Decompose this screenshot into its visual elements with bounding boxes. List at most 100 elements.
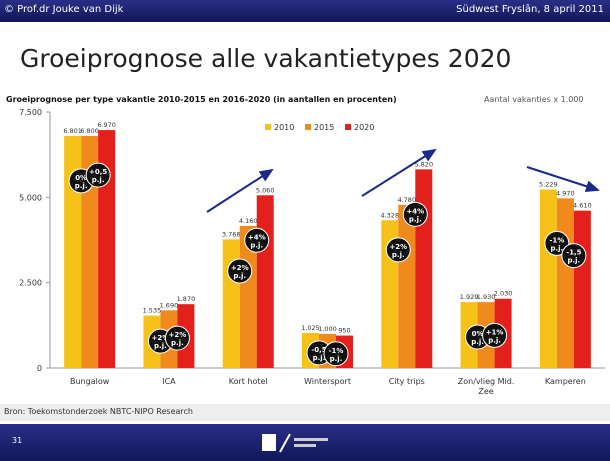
growth-label: +1% bbox=[486, 328, 504, 336]
legend-label: 2010 bbox=[274, 123, 294, 132]
legend-label: 2015 bbox=[314, 123, 334, 132]
growth-label: -0,5 bbox=[311, 346, 326, 354]
growth-label: 0% bbox=[75, 174, 87, 182]
x-tick-label: Wintersport bbox=[304, 377, 351, 386]
header-bar: © Prof.dr Jouke van Dijk Südwest Fryslân… bbox=[0, 0, 610, 22]
value-label: 6.800 bbox=[80, 127, 99, 135]
y-tick-label: 0 bbox=[37, 364, 42, 373]
bar bbox=[98, 130, 116, 368]
value-label: 6.970 bbox=[97, 121, 116, 129]
x-tick-label: Bungalow bbox=[70, 377, 110, 386]
value-label: 5.820 bbox=[414, 160, 433, 168]
growth-bubble bbox=[402, 201, 428, 227]
value-label: 5.229 bbox=[539, 181, 558, 189]
growth-label: +2% bbox=[169, 331, 187, 339]
growth-bubble bbox=[385, 237, 411, 263]
growth-bubble bbox=[323, 341, 349, 367]
bar bbox=[64, 135, 82, 368]
author: © Prof.dr Jouke van Dijk bbox=[4, 4, 124, 15]
x-tick-label: Zon/vlieg Mid. Zee bbox=[457, 377, 515, 396]
growth-label: p.j. bbox=[488, 336, 501, 344]
growth-bubble bbox=[227, 258, 253, 284]
growth-bubble bbox=[482, 322, 508, 348]
growth-label: -1% bbox=[329, 347, 344, 355]
growth-label: p.j. bbox=[392, 251, 405, 259]
growth-label: p.j. bbox=[409, 215, 422, 223]
event: Südwest Fryslân, 8 april 2011 bbox=[456, 4, 604, 15]
trend-arrow bbox=[361, 148, 437, 197]
legend-swatch bbox=[345, 124, 351, 130]
value-label: 4.610 bbox=[573, 202, 592, 210]
value-label: 3.768 bbox=[222, 230, 241, 238]
growth-label: p.j. bbox=[471, 338, 484, 346]
y-tick-label: 2.500 bbox=[19, 279, 42, 288]
x-tick-label: Kort hotel bbox=[228, 377, 268, 386]
bar bbox=[573, 210, 591, 368]
value-label: 4.970 bbox=[556, 189, 575, 197]
growth-label: p.j. bbox=[233, 272, 246, 280]
bar bbox=[415, 169, 433, 368]
trend-arrow bbox=[206, 168, 274, 213]
growth-label: -1% bbox=[549, 236, 564, 244]
y-tick-label: 7.500 bbox=[19, 108, 42, 117]
growth-label: p.j. bbox=[171, 339, 184, 347]
x-tick-label: Kamperen bbox=[544, 377, 586, 386]
growth-label: +0,5 bbox=[89, 168, 107, 176]
chart-title: Groeiprognose per type vakantie 2010-201… bbox=[6, 95, 397, 104]
value-label: 4.160 bbox=[239, 217, 258, 225]
x-tick-label: ICA bbox=[162, 377, 176, 386]
growth-label: +2% bbox=[389, 243, 407, 251]
growth-label: -1,5 bbox=[566, 249, 581, 257]
slide-title: Groeiprognose alle vakantietypes 2020 bbox=[20, 44, 512, 73]
growth-label: +4% bbox=[248, 233, 266, 241]
growth-label: p.j. bbox=[313, 354, 326, 362]
value-label: 1.870 bbox=[177, 295, 196, 303]
bar bbox=[222, 239, 240, 368]
growth-bubble bbox=[244, 227, 270, 253]
bar bbox=[556, 198, 574, 368]
legend-label: 2020 bbox=[354, 123, 374, 132]
growth-label: p.j. bbox=[92, 176, 105, 184]
source: Bron: Toekomstonderzoek NBTC-NIPO Resear… bbox=[4, 407, 193, 416]
growth-label: p.j. bbox=[330, 355, 343, 363]
growth-label: +2% bbox=[231, 264, 249, 272]
bar bbox=[81, 135, 99, 368]
trend-arrow bbox=[526, 166, 600, 193]
growth-bubble bbox=[164, 325, 190, 351]
growth-label: +4% bbox=[406, 207, 424, 215]
growth-label: p.j. bbox=[550, 244, 563, 252]
bar bbox=[398, 204, 416, 368]
legend-swatch bbox=[265, 124, 271, 130]
footer-bar: 31 bbox=[0, 424, 610, 461]
growth-bubble bbox=[561, 243, 587, 269]
value-label: 1.000 bbox=[318, 325, 337, 333]
growth-bubble bbox=[544, 230, 570, 256]
bar bbox=[256, 195, 274, 368]
source-bar: Bron: Toekomstonderzoek NBTC-NIPO Resear… bbox=[0, 404, 610, 421]
value-label: 950 bbox=[338, 327, 350, 335]
value-label: 2.030 bbox=[494, 290, 513, 298]
growth-label: p.j. bbox=[75, 182, 88, 190]
unit-note: Aantal vakanties x 1.000 bbox=[484, 95, 584, 104]
growth-label: +2% bbox=[152, 334, 170, 342]
value-label: 4.328 bbox=[380, 211, 399, 219]
growth-label: p.j. bbox=[567, 257, 580, 265]
value-label: 1.535 bbox=[143, 307, 162, 315]
y-tick-label: 5.000 bbox=[19, 193, 42, 202]
value-label: 6.801 bbox=[63, 127, 82, 135]
growth-label: p.j. bbox=[250, 241, 263, 249]
value-label: 1.930 bbox=[477, 293, 496, 301]
growth-label: 0% bbox=[472, 330, 484, 338]
logo bbox=[262, 433, 328, 453]
legend-swatch bbox=[305, 124, 311, 130]
value-label: 5.060 bbox=[256, 186, 275, 194]
x-tick-label: City trips bbox=[388, 377, 425, 386]
bar bbox=[539, 189, 557, 368]
value-label: 1.025 bbox=[301, 324, 320, 332]
growth-label: p.j. bbox=[154, 342, 167, 350]
value-label: 1.929 bbox=[460, 293, 479, 301]
value-label: 4.780 bbox=[397, 196, 416, 204]
value-label: 1.690 bbox=[160, 301, 179, 309]
